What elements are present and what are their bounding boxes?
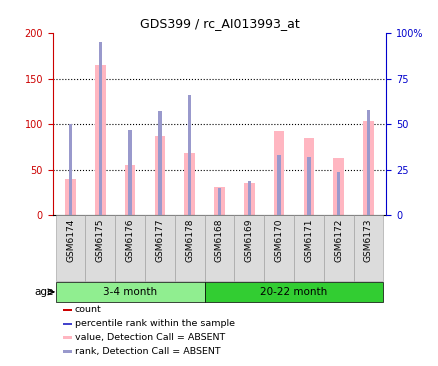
Text: GSM6170: GSM6170 xyxy=(274,219,283,262)
Text: count: count xyxy=(74,306,101,314)
Bar xyxy=(204,215,234,280)
Text: percentile rank within the sample: percentile rank within the sample xyxy=(74,319,234,328)
Bar xyxy=(56,215,85,280)
Bar xyxy=(264,215,293,280)
Bar xyxy=(353,215,382,280)
Text: age: age xyxy=(34,287,53,297)
Bar xyxy=(85,215,115,280)
Bar xyxy=(214,187,224,215)
Text: 20-22 month: 20-22 month xyxy=(260,287,327,297)
Bar xyxy=(187,95,191,215)
Text: GSM6178: GSM6178 xyxy=(185,219,194,262)
Bar xyxy=(293,215,323,280)
Bar xyxy=(306,157,310,215)
Bar xyxy=(323,215,353,280)
Bar xyxy=(158,111,161,215)
Bar xyxy=(333,158,343,215)
Bar xyxy=(244,183,254,215)
Bar xyxy=(277,155,280,215)
Text: GSM6168: GSM6168 xyxy=(215,219,223,262)
Bar xyxy=(145,215,174,280)
Text: 3-4 month: 3-4 month xyxy=(103,287,157,297)
Bar xyxy=(362,122,373,215)
Text: GSM6174: GSM6174 xyxy=(66,219,75,262)
Bar xyxy=(204,282,382,302)
Text: GSM6171: GSM6171 xyxy=(304,219,313,262)
Title: GDS399 / rc_AI013993_at: GDS399 / rc_AI013993_at xyxy=(139,17,299,30)
Bar xyxy=(174,215,204,280)
Text: GSM6177: GSM6177 xyxy=(155,219,164,262)
Bar xyxy=(366,109,369,215)
Bar xyxy=(56,282,204,302)
Bar xyxy=(128,130,131,215)
Bar xyxy=(63,336,71,339)
Bar xyxy=(217,188,221,215)
Bar xyxy=(69,124,72,215)
Bar xyxy=(115,215,145,280)
Text: GSM6172: GSM6172 xyxy=(333,219,343,262)
Bar xyxy=(95,65,105,215)
Text: GSM6173: GSM6173 xyxy=(363,219,372,262)
Bar xyxy=(98,42,102,215)
Bar xyxy=(63,309,71,311)
Text: GSM6175: GSM6175 xyxy=(95,219,105,262)
Bar xyxy=(234,215,264,280)
Text: GSM6169: GSM6169 xyxy=(244,219,253,262)
Bar xyxy=(65,179,76,215)
Bar xyxy=(63,350,71,353)
Bar xyxy=(184,153,194,215)
Bar xyxy=(154,136,165,215)
Text: GSM6176: GSM6176 xyxy=(125,219,134,262)
Bar xyxy=(63,322,71,325)
Bar xyxy=(336,172,339,215)
Bar xyxy=(273,131,284,215)
Bar xyxy=(125,165,135,215)
Text: value, Detection Call = ABSENT: value, Detection Call = ABSENT xyxy=(74,333,224,342)
Text: rank, Detection Call = ABSENT: rank, Detection Call = ABSENT xyxy=(74,347,220,356)
Bar xyxy=(303,138,313,215)
Bar xyxy=(247,181,251,215)
